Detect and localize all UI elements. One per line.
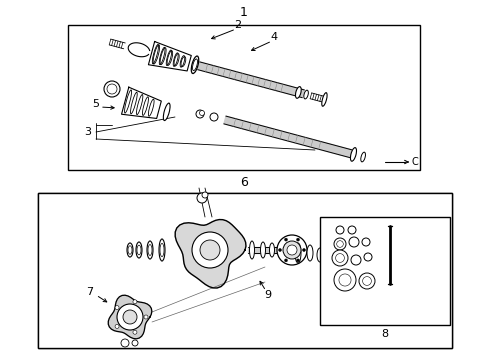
Ellipse shape xyxy=(191,56,199,73)
Text: 9: 9 xyxy=(265,290,271,300)
Circle shape xyxy=(133,300,137,304)
Text: 7: 7 xyxy=(86,287,94,297)
Ellipse shape xyxy=(128,246,132,254)
Circle shape xyxy=(332,250,348,266)
Ellipse shape xyxy=(148,244,152,255)
Circle shape xyxy=(200,240,220,260)
Ellipse shape xyxy=(304,90,308,99)
Text: 4: 4 xyxy=(270,32,277,42)
Circle shape xyxy=(296,259,299,262)
Polygon shape xyxy=(148,41,191,71)
Ellipse shape xyxy=(261,242,266,258)
Circle shape xyxy=(334,269,356,291)
Ellipse shape xyxy=(322,93,327,106)
Circle shape xyxy=(192,232,228,268)
Ellipse shape xyxy=(270,243,274,257)
Circle shape xyxy=(285,259,288,262)
Text: 1: 1 xyxy=(240,5,248,18)
Ellipse shape xyxy=(350,148,357,161)
Ellipse shape xyxy=(136,242,142,258)
Circle shape xyxy=(117,304,143,330)
Ellipse shape xyxy=(361,152,366,162)
Polygon shape xyxy=(122,87,161,118)
Text: 6: 6 xyxy=(240,176,248,189)
Circle shape xyxy=(196,110,204,118)
Ellipse shape xyxy=(317,248,323,262)
Bar xyxy=(38,193,452,348)
Ellipse shape xyxy=(295,243,301,263)
Circle shape xyxy=(144,315,148,319)
Circle shape xyxy=(302,248,305,252)
Circle shape xyxy=(202,192,208,198)
Text: C: C xyxy=(412,157,418,167)
Bar xyxy=(320,217,450,325)
Ellipse shape xyxy=(193,59,197,71)
Circle shape xyxy=(277,235,307,265)
Circle shape xyxy=(364,253,372,261)
Circle shape xyxy=(363,276,371,285)
Circle shape xyxy=(104,81,120,97)
Polygon shape xyxy=(175,220,246,288)
Circle shape xyxy=(197,193,207,203)
Circle shape xyxy=(107,84,117,94)
Circle shape xyxy=(210,113,218,121)
Ellipse shape xyxy=(249,241,254,259)
Bar xyxy=(38,193,452,348)
Circle shape xyxy=(359,273,375,289)
Circle shape xyxy=(351,255,361,265)
Circle shape xyxy=(336,226,344,234)
Bar xyxy=(68,25,420,170)
Circle shape xyxy=(334,238,346,250)
Circle shape xyxy=(283,241,301,259)
Ellipse shape xyxy=(137,245,141,255)
Polygon shape xyxy=(198,62,304,98)
Text: 5: 5 xyxy=(93,99,99,109)
Circle shape xyxy=(123,310,137,324)
Circle shape xyxy=(336,253,344,262)
Circle shape xyxy=(362,238,370,246)
Circle shape xyxy=(337,241,343,247)
Ellipse shape xyxy=(295,87,301,98)
Circle shape xyxy=(132,340,138,346)
Circle shape xyxy=(133,330,137,334)
Circle shape xyxy=(115,324,119,328)
Polygon shape xyxy=(224,116,352,158)
Circle shape xyxy=(121,339,129,347)
Polygon shape xyxy=(248,247,290,253)
Text: 2: 2 xyxy=(234,20,242,30)
Text: 3: 3 xyxy=(84,127,92,137)
Ellipse shape xyxy=(307,245,313,261)
Circle shape xyxy=(199,111,204,116)
Ellipse shape xyxy=(159,239,165,261)
Circle shape xyxy=(339,274,351,286)
Circle shape xyxy=(278,248,281,252)
Ellipse shape xyxy=(160,243,164,257)
Circle shape xyxy=(285,238,288,241)
Circle shape xyxy=(296,238,299,241)
Ellipse shape xyxy=(147,241,153,259)
Ellipse shape xyxy=(163,103,170,121)
Circle shape xyxy=(115,306,119,310)
Text: 8: 8 xyxy=(381,329,389,339)
Circle shape xyxy=(287,245,297,255)
Polygon shape xyxy=(108,295,152,339)
Ellipse shape xyxy=(127,243,133,257)
Circle shape xyxy=(349,237,359,247)
Circle shape xyxy=(348,226,356,234)
